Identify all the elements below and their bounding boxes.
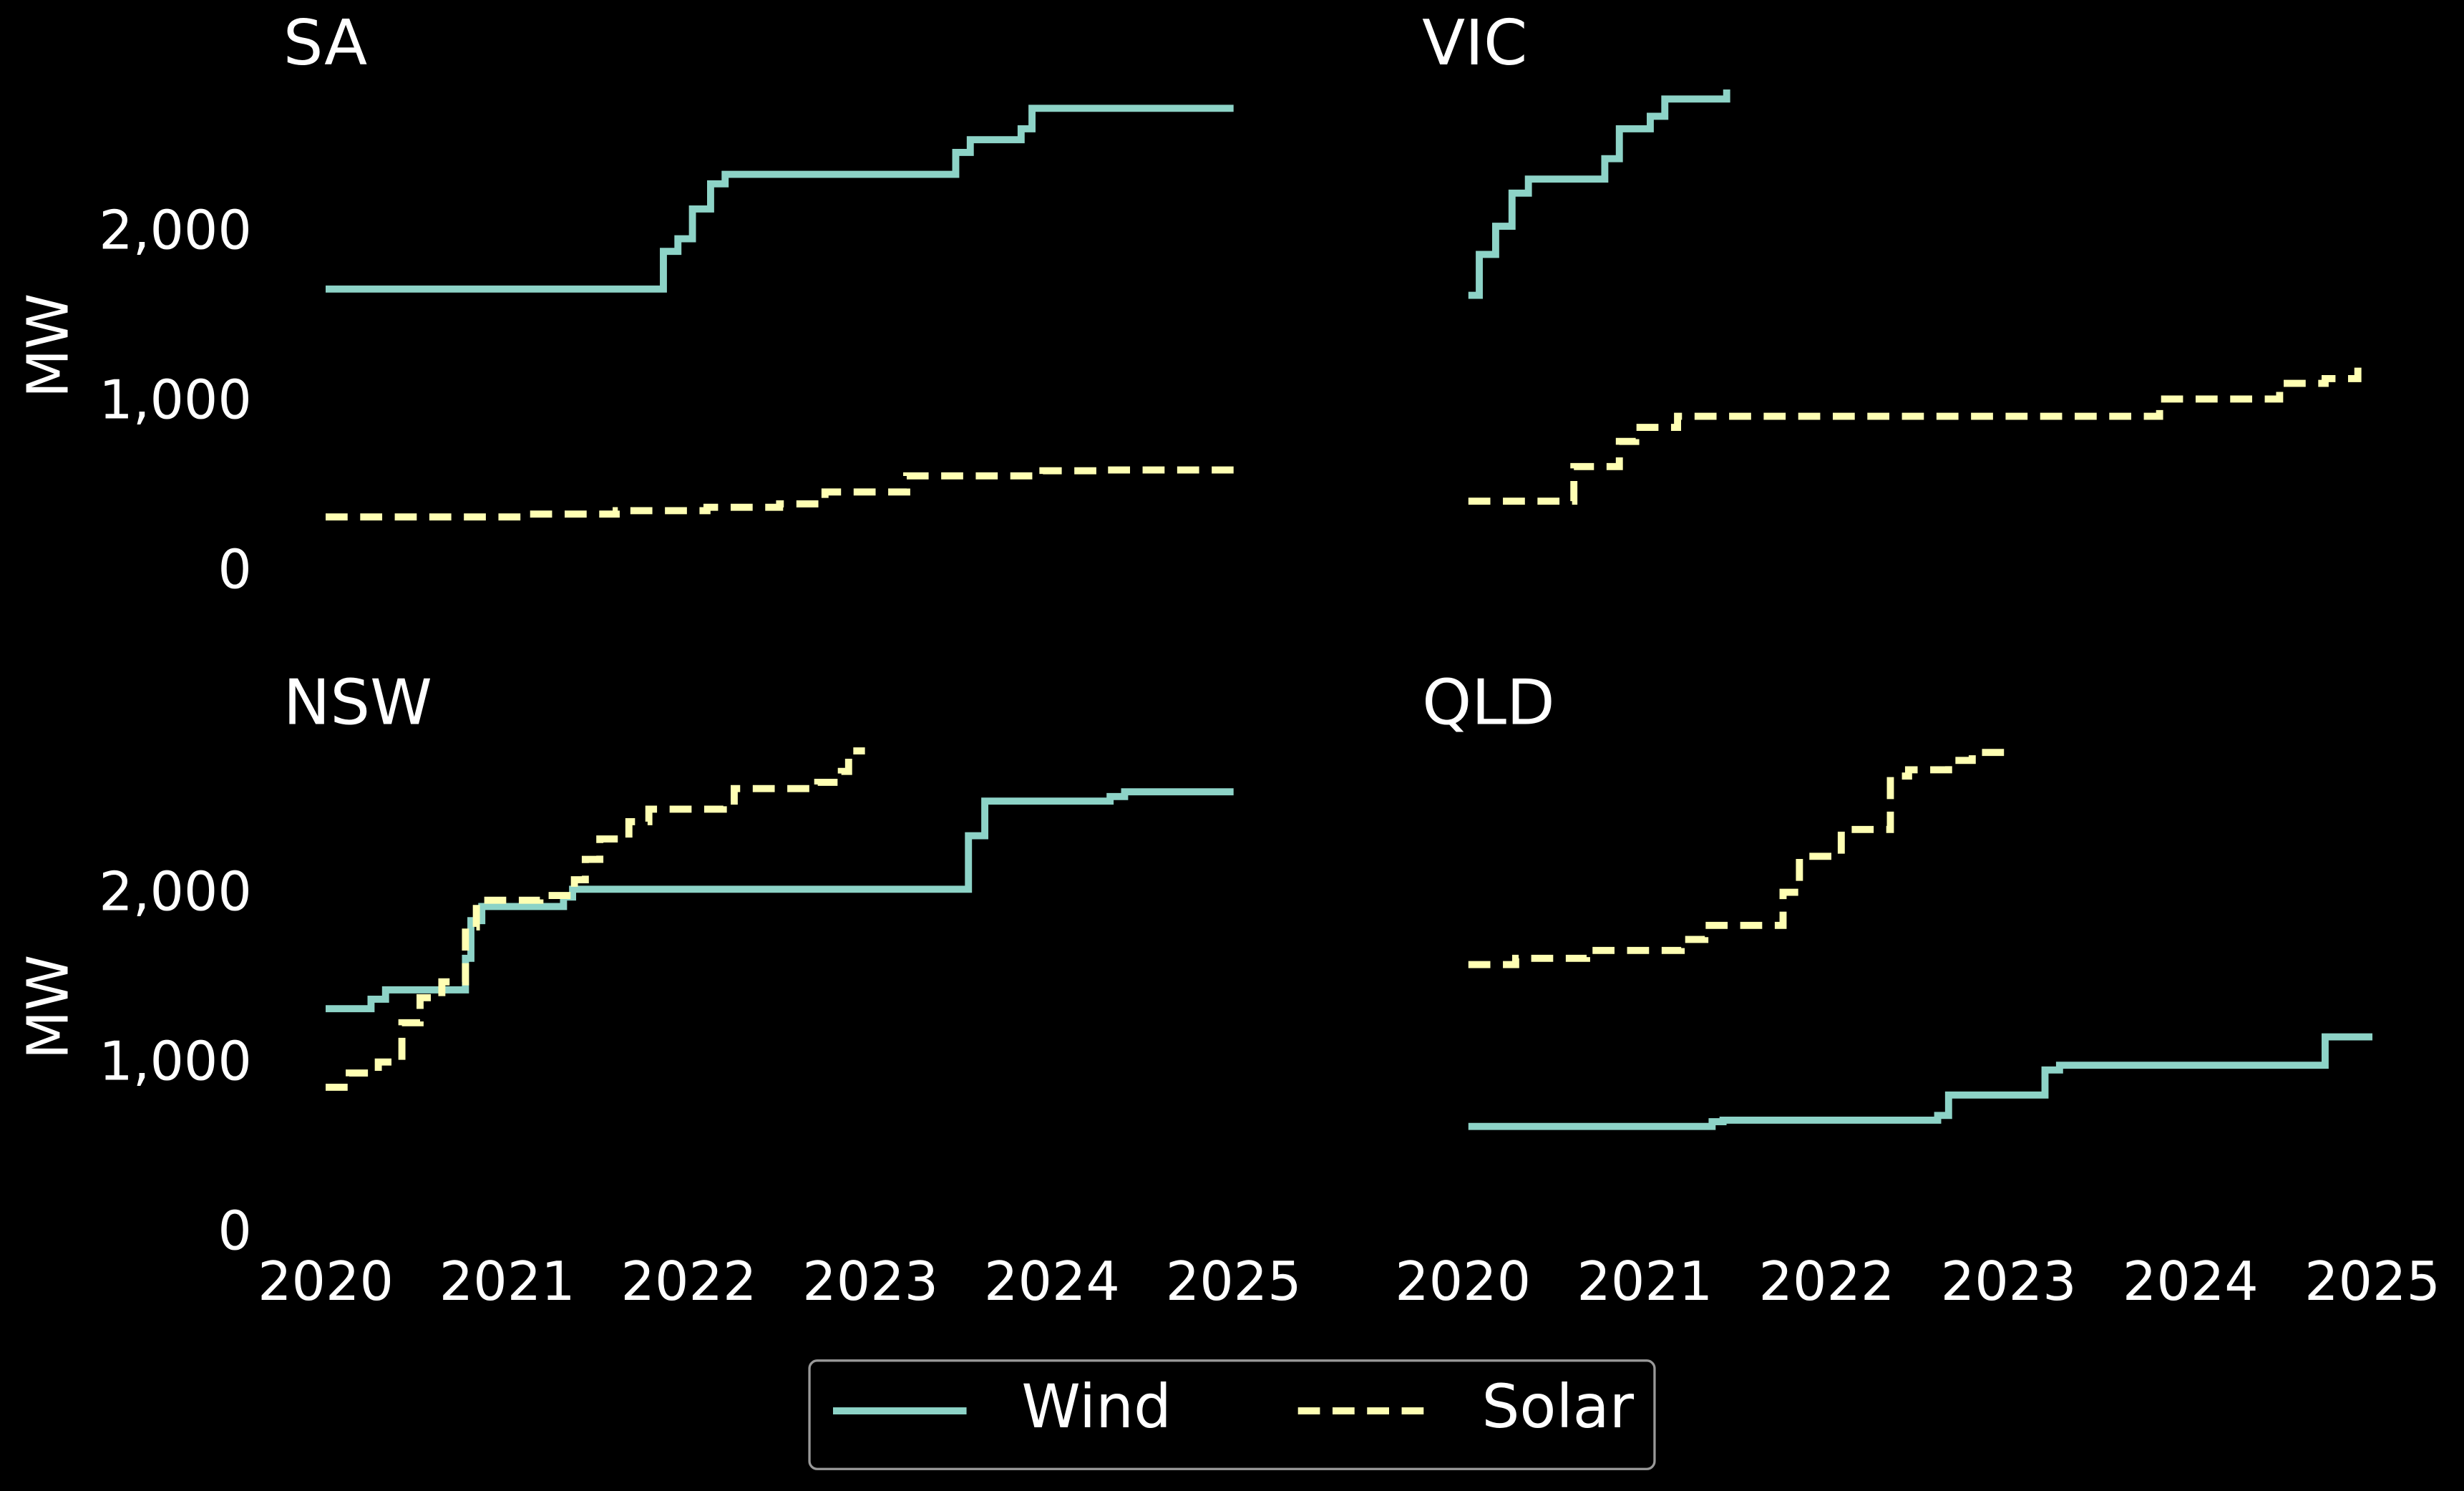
legend-box	[808, 1359, 1656, 1470]
y-tick-label: 1,000	[99, 1031, 252, 1093]
x-tick-label: 2021	[1577, 1250, 1713, 1313]
y-tick-label: 2,000	[99, 861, 252, 923]
panel-title: SA	[283, 6, 367, 79]
legend-label: Solar	[1481, 1372, 1634, 1442]
panel-title: NSW	[283, 666, 432, 739]
x-tick-label: 2022	[621, 1250, 757, 1313]
panel-title: VIC	[1422, 6, 1527, 79]
y-tick-label: 0	[218, 1200, 251, 1263]
series-line	[1468, 749, 2007, 968]
x-tick-label: 2023	[802, 1250, 938, 1313]
x-tick-label: 2024	[984, 1250, 1120, 1313]
series-line	[326, 788, 1234, 1013]
x-tick-label: 2021	[439, 1250, 575, 1313]
x-tick-label: 2023	[1941, 1250, 2077, 1313]
y-tick-label: 0	[218, 539, 251, 601]
x-tick-label: 2020	[258, 1250, 394, 1313]
series-line	[1468, 89, 1730, 299]
x-tick-label: 2022	[1759, 1250, 1895, 1313]
y-axis-label: MW	[16, 293, 82, 398]
series-line	[326, 747, 865, 1091]
x-tick-label: 2025	[1166, 1250, 1302, 1313]
x-tick-label: 2020	[1395, 1250, 1531, 1313]
y-tick-label: 2,000	[99, 199, 252, 261]
y-axis-label: MW	[16, 955, 82, 1059]
series-line	[326, 105, 1234, 293]
x-tick-label: 2025	[2304, 1250, 2440, 1313]
legend-label: Wind	[1021, 1372, 1172, 1442]
series-line	[1468, 1033, 2373, 1130]
series-line	[1468, 367, 2362, 505]
series-line	[326, 466, 1234, 521]
panel-title: QLD	[1422, 666, 1555, 739]
x-tick-label: 2024	[2123, 1250, 2259, 1313]
y-tick-label: 1,000	[99, 369, 252, 432]
